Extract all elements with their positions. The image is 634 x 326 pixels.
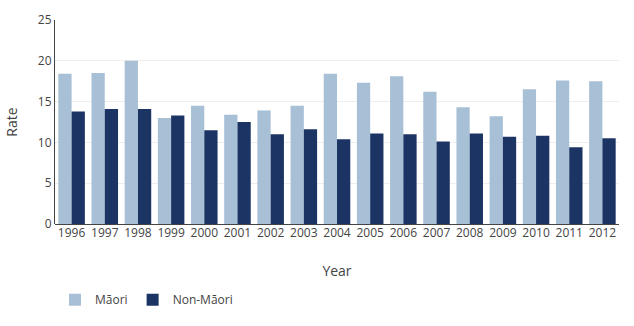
svg-text:25: 25 <box>38 11 52 28</box>
svg-text:20: 20 <box>38 52 52 69</box>
svg-text:2005: 2005 <box>356 224 384 241</box>
svg-text:5: 5 <box>45 174 52 191</box>
svg-text:10: 10 <box>38 134 52 151</box>
svg-text:1998: 1998 <box>124 224 152 241</box>
svg-text:2000: 2000 <box>191 224 219 241</box>
svg-text:Year: Year <box>322 261 351 280</box>
svg-text:Rate: Rate <box>2 107 21 136</box>
svg-text:2008: 2008 <box>456 224 484 241</box>
svg-text:2009: 2009 <box>489 224 517 241</box>
svg-text:1996: 1996 <box>58 224 86 241</box>
svg-text:2002: 2002 <box>257 224 285 241</box>
svg-text:Non-Māori: Non-Māori <box>173 291 233 308</box>
svg-text:2004: 2004 <box>323 224 351 241</box>
svg-text:0: 0 <box>45 215 52 232</box>
svg-text:2010: 2010 <box>522 224 550 241</box>
svg-text:2001: 2001 <box>224 224 251 241</box>
svg-text:2007: 2007 <box>423 224 451 241</box>
svg-text:2012: 2012 <box>589 224 617 241</box>
svg-text:1997: 1997 <box>91 224 119 241</box>
svg-text:2003: 2003 <box>290 224 318 241</box>
svg-text:2006: 2006 <box>390 224 418 241</box>
svg-text:1999: 1999 <box>157 224 185 241</box>
svg-text:Māori: Māori <box>95 291 128 308</box>
svg-text:15: 15 <box>38 93 52 110</box>
svg-text:2011: 2011 <box>556 224 583 241</box>
